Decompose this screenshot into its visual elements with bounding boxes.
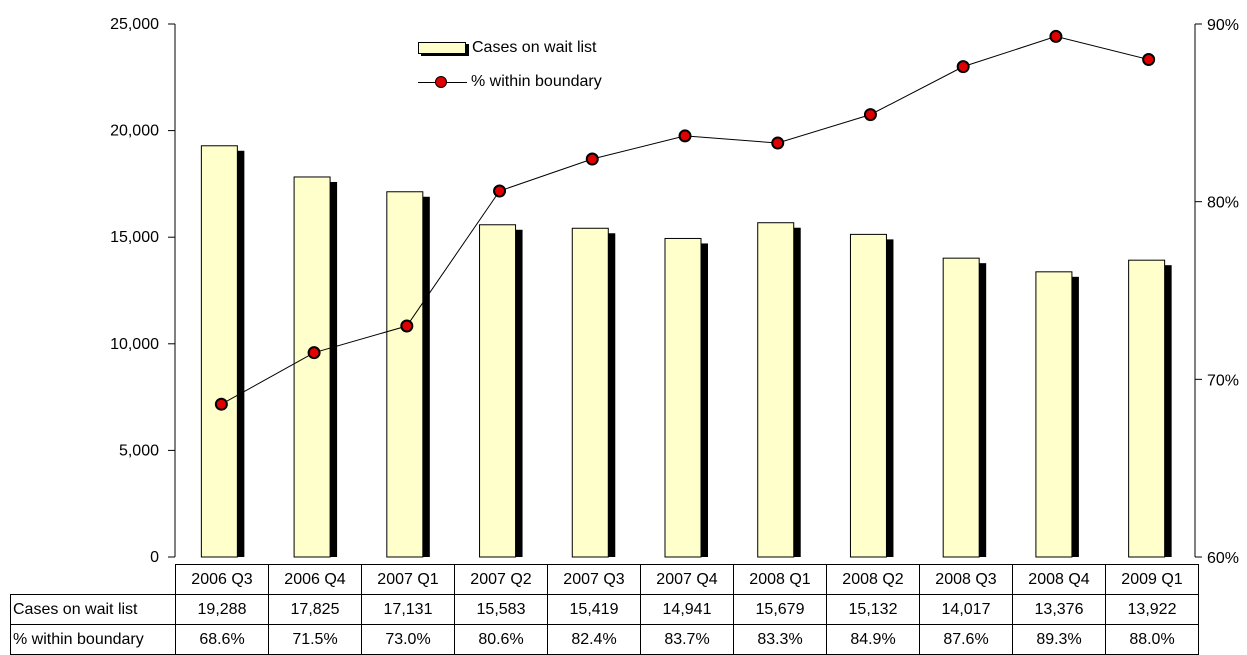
cases-cell: 15,583 <box>454 594 548 625</box>
bar <box>200 145 238 558</box>
pct-cell: 80.6% <box>454 624 548 655</box>
line-point <box>771 136 785 150</box>
cases-cell: 13,376 <box>1012 594 1106 625</box>
line-point <box>307 346 321 360</box>
bar <box>386 191 424 558</box>
cases-cell: 14,941 <box>640 594 734 625</box>
legend-item-line: % within boundary <box>418 70 602 94</box>
legend-item-bars: Cases on wait list <box>418 36 597 60</box>
chart-legend: Cases on wait list % within boundary <box>418 32 678 104</box>
line-point <box>493 184 507 198</box>
line-point <box>956 60 970 74</box>
category-tick-label: 2007 Q2 <box>454 564 548 595</box>
right-axis-tick-label: 60% <box>1207 550 1239 567</box>
bar <box>1128 259 1166 558</box>
category-tick-label: 2008 Q2 <box>826 564 920 595</box>
pct-cell: 71.5% <box>268 624 362 655</box>
bar <box>571 227 609 558</box>
pct-cell: 84.9% <box>826 624 920 655</box>
right-axis-tick-label: 70% <box>1207 372 1239 389</box>
cases-cell: 15,419 <box>547 594 641 625</box>
line-point <box>585 152 599 166</box>
cases-cell: 17,825 <box>268 594 362 625</box>
table-rowhead-pct: % within boundary <box>10 624 176 655</box>
category-tick-label: 2007 Q3 <box>547 564 641 595</box>
line-point <box>863 108 877 122</box>
table-rowhead-cases: Cases on wait list <box>10 594 176 625</box>
right-axis-tick-label: 80% <box>1207 195 1239 212</box>
cases-cell: 15,679 <box>733 594 827 625</box>
pct-cell: 82.4% <box>547 624 641 655</box>
category-tick-label: 2007 Q4 <box>640 564 734 595</box>
category-tick-label: 2006 Q4 <box>268 564 362 595</box>
category-tick-label: 2007 Q1 <box>361 564 455 595</box>
bar <box>942 257 980 558</box>
left-axis-tick-label: 20,000 <box>110 123 159 140</box>
pct-cell: 68.6% <box>175 624 269 655</box>
left-axis-tick-label: 0 <box>150 549 159 566</box>
bar <box>1035 271 1073 558</box>
left-axis-tick-label: 5,000 <box>119 442 159 459</box>
legend-label-line: % within boundary <box>471 73 602 90</box>
category-tick-label: 2008 Q3 <box>919 564 1013 595</box>
cases-cell: 13,922 <box>1105 594 1199 625</box>
legend-line-swatch <box>418 75 467 89</box>
cases-cell: 19,288 <box>175 594 269 625</box>
bar <box>757 222 795 558</box>
pct-cell: 73.0% <box>361 624 455 655</box>
pct-cell: 88.0% <box>1105 624 1199 655</box>
bar <box>664 237 702 558</box>
legend-label-bars: Cases on wait list <box>472 39 597 56</box>
left-axis-tick-label: 10,000 <box>110 336 159 353</box>
legend-bar-swatch <box>418 42 466 54</box>
right-axis-tick-label: 90% <box>1207 17 1239 34</box>
category-tick-label: 2008 Q4 <box>1012 564 1106 595</box>
category-tick-label: 2009 Q1 <box>1105 564 1199 595</box>
pct-cell: 87.6% <box>919 624 1013 655</box>
line-point <box>400 319 414 333</box>
line-point <box>1049 29 1063 43</box>
bar <box>293 176 331 558</box>
category-tick-label: 2006 Q3 <box>175 564 269 595</box>
table-row-pct: % within boundary 68.6% 71.5% 73.0% 80.6% 82… <box>10 624 1199 655</box>
bar <box>479 224 517 558</box>
table-category-row: 2006 Q3 2006 Q4 2007 Q1 2007 Q2 2007 Q3 2007 … <box>11 564 1199 595</box>
left-axis-tick-label: 25,000 <box>110 16 159 33</box>
table-corner <box>11 565 176 595</box>
bar <box>849 233 887 558</box>
line-point <box>678 129 692 143</box>
table-row-cases: Cases on wait list 19,288 17,825 17,131 15,… <box>10 594 1199 625</box>
line-point <box>1142 53 1156 67</box>
line-point <box>214 397 228 411</box>
pct-cell: 83.3% <box>733 624 827 655</box>
pct-cell: 83.7% <box>640 624 734 655</box>
data-table: 2006 Q3 2006 Q4 2007 Q1 2007 Q2 2007 Q3 2007 … <box>10 564 1199 655</box>
cases-cell: 17,131 <box>361 594 455 625</box>
left-axis-tick-label: 15,000 <box>110 229 159 246</box>
pct-cell: 89.3% <box>1012 624 1106 655</box>
cases-cell: 15,132 <box>826 594 920 625</box>
cases-cell: 14,017 <box>919 594 1013 625</box>
category-tick-label: 2008 Q1 <box>733 564 827 595</box>
